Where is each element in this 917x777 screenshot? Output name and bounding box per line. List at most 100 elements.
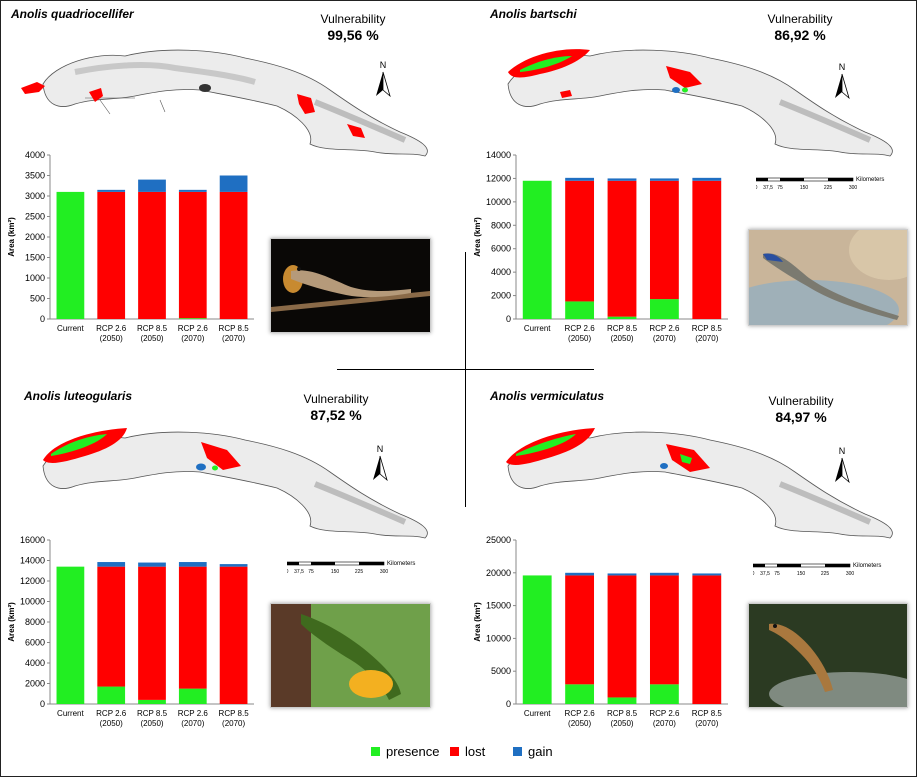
lizard-photo-illustration (271, 604, 430, 707)
bar-segment-lost (178, 191, 207, 319)
lizard-photo-illustration (749, 230, 907, 325)
bar-chart: 0 2000 4000 6000 8000 10000 12000 14000 Area (km… (473, 150, 728, 343)
x-tick-label: Current (524, 324, 551, 333)
scale-tick: 225 (355, 569, 364, 575)
scale-bar-unit: Kilometers (856, 177, 884, 183)
bar-segment-presence (607, 316, 637, 319)
panel-anolis-quadriocellifer: Anolis quadriocellifer Vulnerability 99,… (0, 0, 450, 380)
bar-segment-lost (97, 566, 126, 687)
x-tick-label: RCP 8.5 (137, 324, 168, 333)
y-tick-label: 4000 (25, 150, 45, 160)
species-name: Anolis quadriocellifer (11, 7, 134, 21)
vulnerability-value: 84,97 % (775, 409, 827, 425)
bar-segment-presence (565, 301, 595, 319)
x-tick-label: RCP 2.6 (96, 324, 127, 333)
vulnerability-value: 87,52 % (310, 407, 362, 423)
cuba-island-shape (507, 49, 893, 157)
legend-item-presence: presence (371, 744, 439, 759)
bar-segment-presence (649, 684, 679, 704)
y-tick-label: 16000 (20, 535, 45, 545)
vulnerability-label: Vulnerability (320, 12, 386, 26)
x-tick-label: RCP 2.6 (178, 709, 209, 718)
scale-bar: Kilometers 0 37,5 75 150 225 300 (287, 561, 415, 575)
bar-segment-gain (692, 573, 722, 576)
bar-segment-presence (138, 699, 166, 704)
scale-bar-unit: Kilometers (387, 561, 415, 567)
bar-segment-presence (607, 697, 637, 704)
presence-area-patches (520, 56, 688, 93)
x-tick-label: RCP 8.5 (607, 709, 638, 718)
y-tick-label: 1500 (25, 253, 45, 263)
x-tick-label: (2050) (100, 334, 123, 343)
x-tick-label: RCP 8.5 (692, 709, 723, 718)
scale-tick: 0 (753, 571, 755, 577)
gain-area-patches (199, 84, 211, 92)
scale-tick: 75 (308, 569, 314, 575)
scale-tick: 75 (774, 571, 780, 577)
y-tick-label: 2000 (25, 232, 45, 242)
species-photo (748, 229, 908, 326)
north-arrow: N (835, 62, 850, 100)
y-axis-label: Area (km²) (473, 217, 482, 257)
y-tick-label: 8000 (491, 220, 511, 230)
bar-segment-gain (649, 178, 679, 181)
x-tick-label: RCP 8.5 (607, 324, 638, 333)
y-tick-label: 4000 (25, 658, 45, 668)
cuba-island-shape (42, 431, 428, 539)
x-tick-label: Current (524, 709, 551, 718)
bar-segment-presence (178, 318, 207, 319)
cuba-distribution-map: N (21, 49, 428, 157)
x-tick-label: (2070) (181, 719, 204, 728)
lizard-photo-illustration (749, 604, 907, 707)
panel-anolis-vermiculatus: Anolis vermiculatus Vulnerability 84,97 … (466, 384, 916, 764)
bar-segment-lost (178, 566, 207, 689)
legend-label: lost (465, 744, 486, 759)
north-label: N (377, 444, 384, 454)
x-tick-label: (2050) (568, 719, 591, 728)
bar-segment-presence (56, 191, 85, 319)
legend-swatch-presence (371, 747, 380, 756)
vulnerability-value: 86,92 % (774, 27, 826, 43)
panel-anolis-luteogularis: Anolis luteogularis Vulnerability 87,52 … (0, 384, 450, 764)
legend-label: gain (528, 744, 553, 759)
x-tick-label: (2050) (140, 719, 163, 728)
legend-swatch-lost (450, 747, 459, 756)
north-arrow: N (373, 444, 388, 482)
bar-chart: 0 2000 4000 6000 8000 10000 12000 14000 16000 Are… (7, 535, 254, 728)
y-tick-label: 0 (40, 314, 45, 324)
vulnerability-label: Vulnerability (303, 392, 369, 406)
y-tick-label: 8000 (25, 617, 45, 627)
vertical-divider (465, 252, 466, 507)
scale-tick: 37,5 (294, 569, 304, 575)
north-label: N (839, 446, 846, 456)
cuba-distribution-map: N (507, 49, 893, 157)
north-arrow: N (376, 60, 391, 98)
bar-segment-presence (565, 684, 595, 704)
bar-segment-lost (219, 566, 248, 704)
legend-item-gain: gain (513, 744, 553, 759)
bar-segment-presence (649, 299, 679, 319)
north-label: N (380, 60, 387, 70)
north-label: N (839, 62, 846, 72)
y-tick-label: 4000 (491, 267, 511, 277)
bar-segment-lost (138, 191, 166, 319)
scale-bar: Kilometers 0 37,5 75 150 225 300 (756, 177, 884, 191)
legend-item-lost: lost (450, 744, 485, 759)
vulnerability-label: Vulnerability (768, 394, 834, 408)
y-tick-label: 5000 (491, 666, 511, 676)
y-axis-label: Area (km²) (473, 602, 482, 642)
scale-bar: Kilometers 0 37,5 75 150 225 300 (753, 563, 881, 577)
bar-segment-gain (97, 189, 126, 192)
y-tick-label: 12000 (20, 576, 45, 586)
bar-segment-gain (649, 572, 679, 576)
bar-segment-gain (138, 562, 166, 567)
gain-area-patches (672, 87, 680, 93)
x-tick-label: RCP 2.6 (649, 324, 680, 333)
bar-segment-gain (219, 564, 248, 567)
bar-chart: 0 500 1000 1500 2000 2500 3000 3500 4000 Area (km… (7, 150, 254, 343)
x-tick-label: (2070) (222, 334, 245, 343)
scale-tick: 0 (756, 185, 758, 191)
bar-segment-gain (138, 179, 166, 192)
x-tick-label: RCP 8.5 (137, 709, 168, 718)
y-tick-label: 2500 (25, 212, 45, 222)
